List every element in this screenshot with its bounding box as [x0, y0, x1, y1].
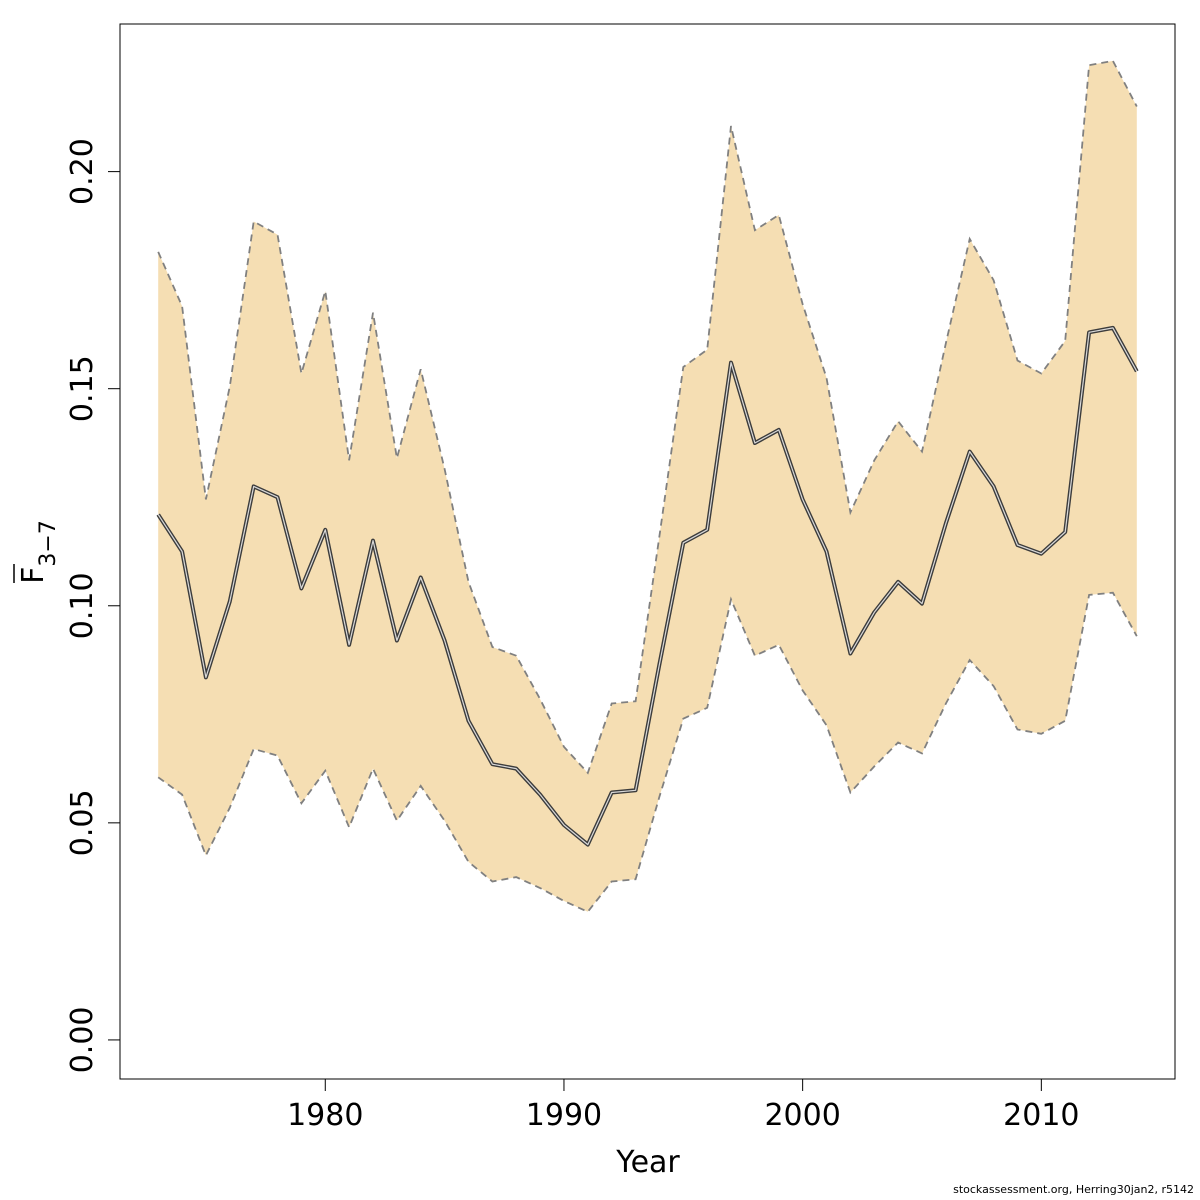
svg-text:F3−7: F3−7	[16, 520, 61, 584]
x-tick-label: 1990	[526, 1098, 602, 1133]
upper-bound-line	[157, 59, 1138, 775]
y-axis-title: F3−7	[13, 520, 61, 584]
confidence-band	[158, 60, 1137, 912]
y-tick-label: 0.05	[65, 789, 100, 856]
y-tick-label: 0.20	[65, 138, 100, 205]
y-axis-title-subscript: 3−7	[36, 520, 61, 566]
x-axis: 1980 1990 2000 2010	[287, 1078, 1080, 1133]
estimate-line	[157, 327, 1138, 846]
x-tick-label: 1980	[287, 1098, 363, 1133]
y-tick-label: 0.15	[65, 355, 100, 422]
x-tick-label: 2010	[1003, 1098, 1079, 1133]
x-tick-label: 2000	[764, 1098, 840, 1133]
y-tick-label: 0.10	[65, 572, 100, 639]
y-axis: 0.00 0.05 0.10 0.15 0.20	[65, 138, 121, 1074]
footer-credit: stockassessment.org, Herring30jan2, r514…	[953, 1183, 1194, 1196]
y-tick-label: 0.00	[65, 1007, 100, 1074]
y-axis-title-main: F	[16, 567, 51, 584]
x-axis-title: Year	[615, 1145, 680, 1180]
plot-area	[156, 59, 1139, 913]
